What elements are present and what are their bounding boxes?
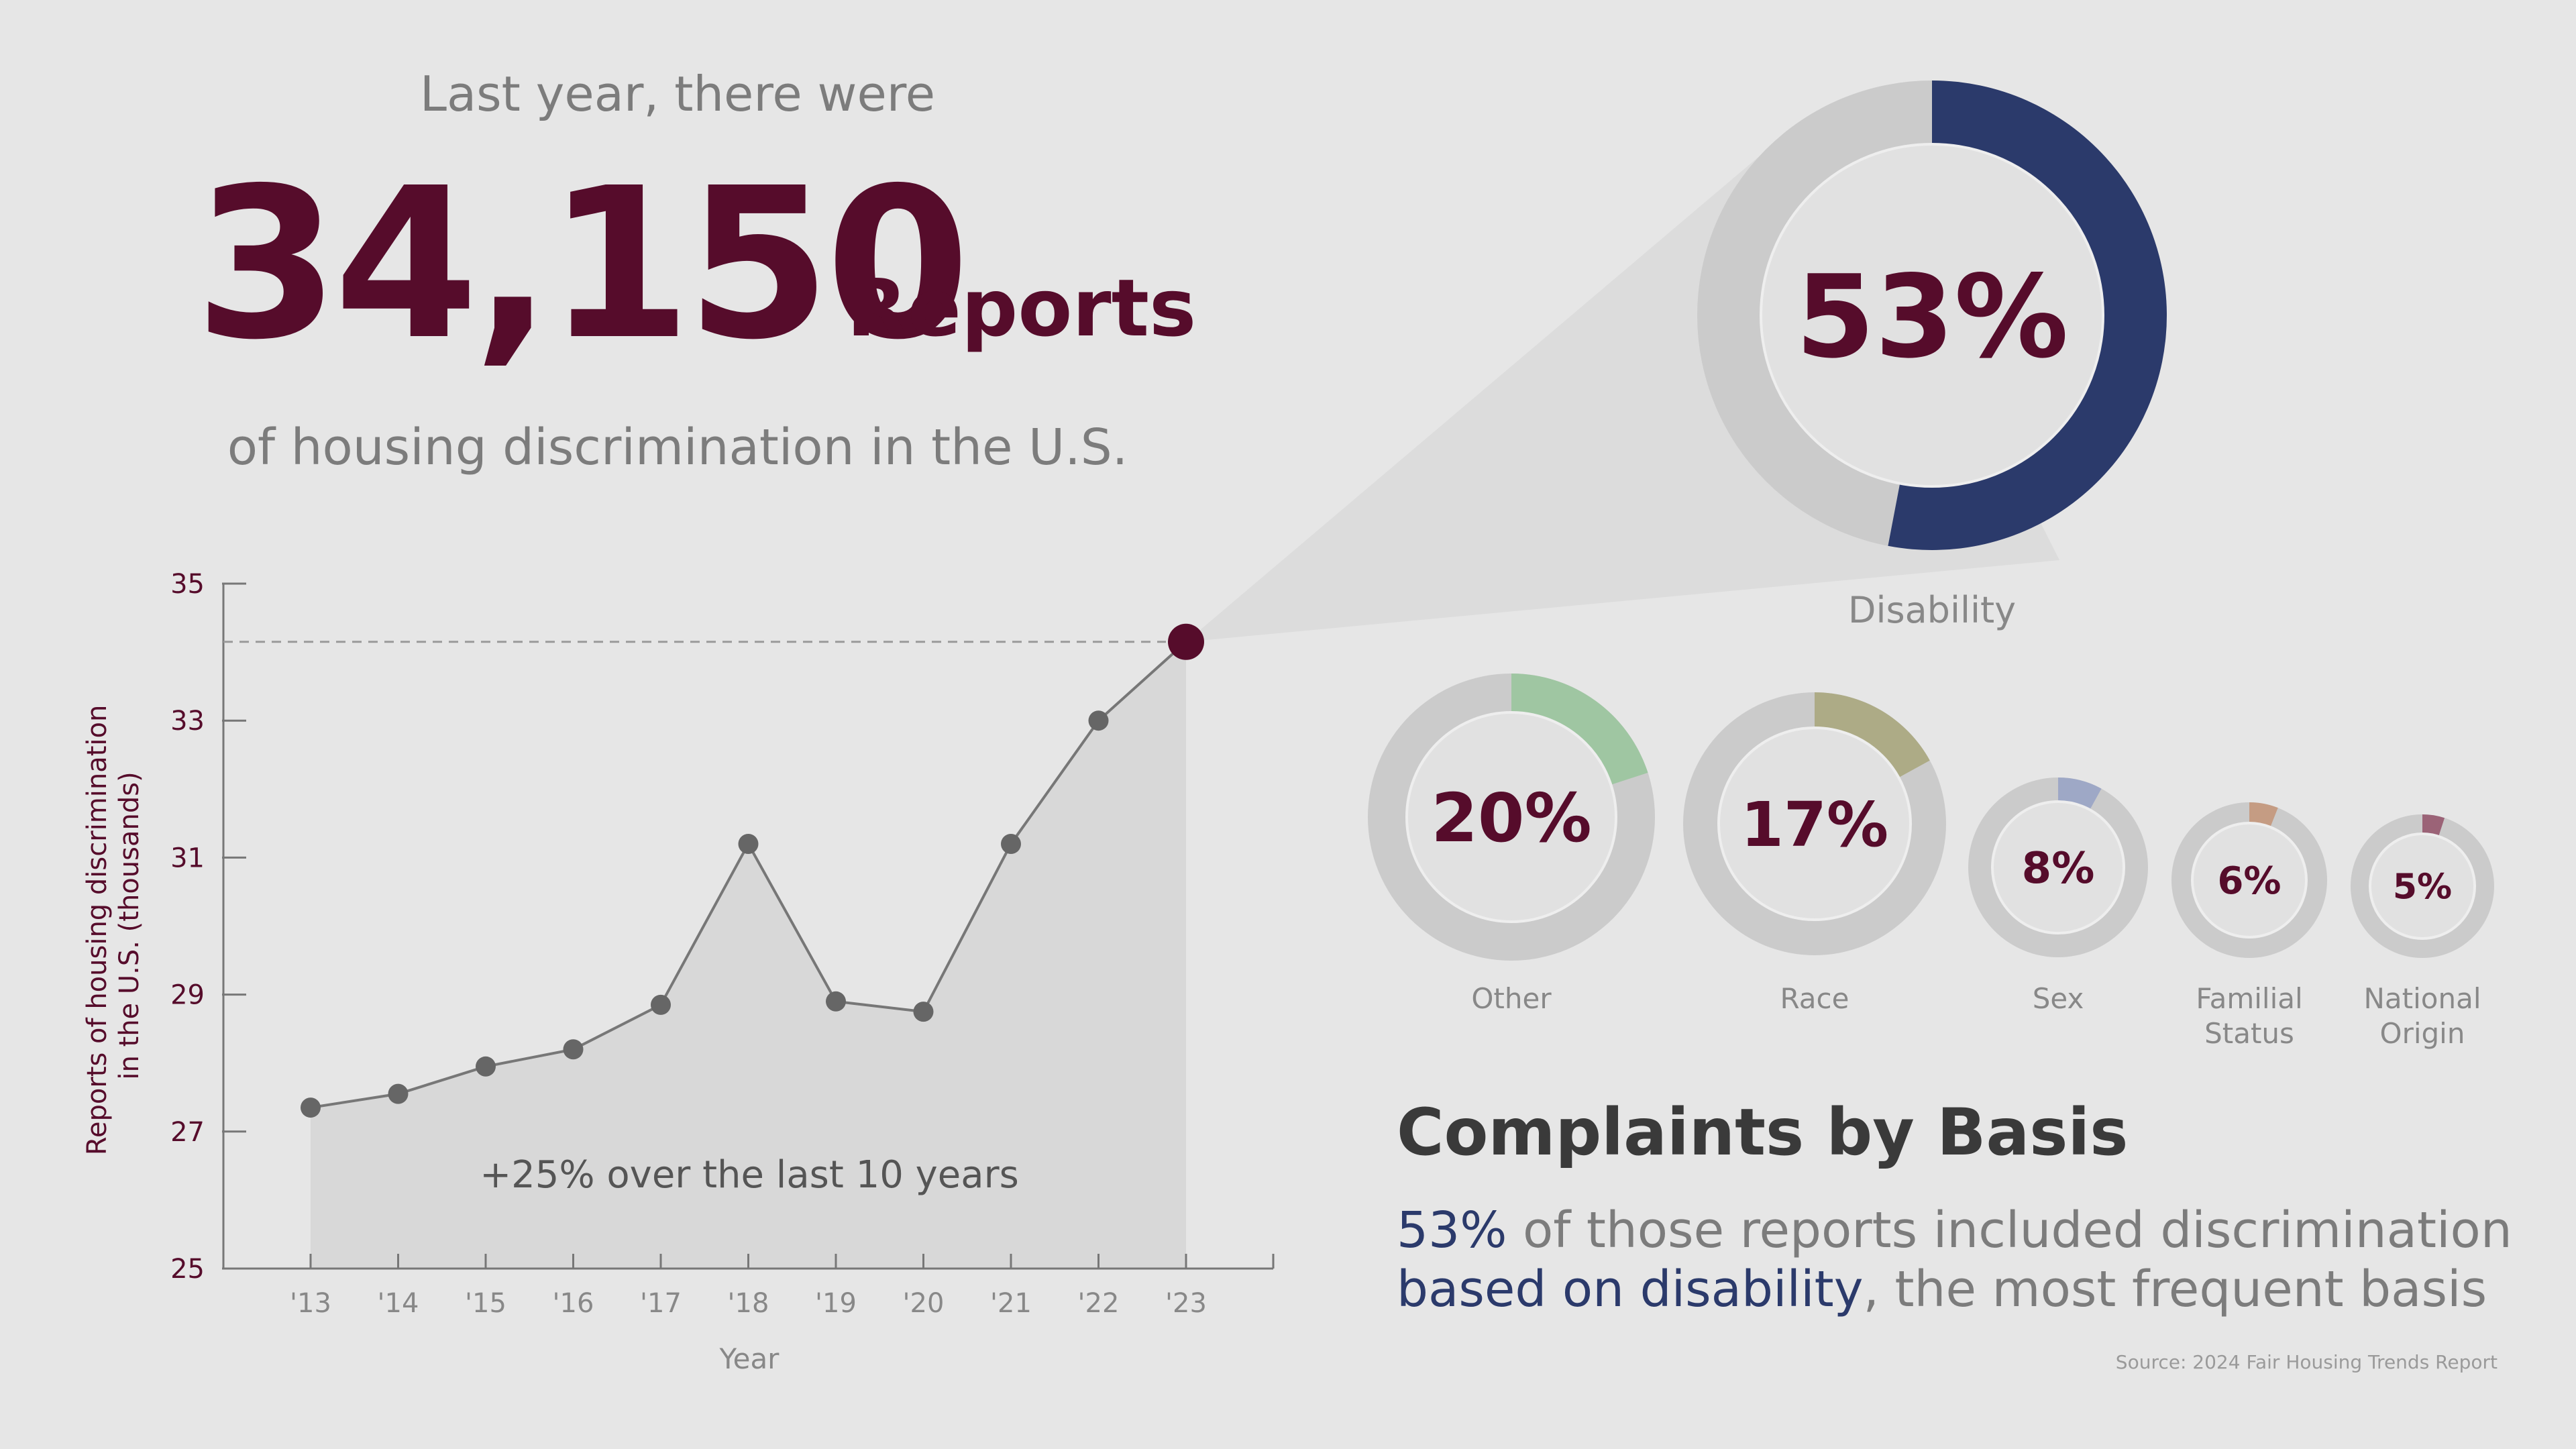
summary-highlight: based on disability [1397,1260,1864,1318]
y-tick-label: 25 [170,1254,205,1285]
donut-race: 17% Race [1683,692,1946,1015]
donut-value-label: 8% [2022,844,2095,894]
x-tick-label: '16 [553,1288,594,1319]
x-tick-label: '21 [990,1288,1032,1319]
donut-caption: Origin [2380,1017,2465,1050]
y-axis-label: Reports of housing discrimination in the… [82,696,145,1155]
donut-hole [1760,143,2104,488]
donut-caption: Sex [2033,982,2084,1015]
x-tick-label: '18 [728,1288,769,1319]
donut-segment [1815,692,1930,778]
donut-hole [2369,833,2476,940]
data-point [1001,833,1021,854]
donut-hole [1405,711,1617,923]
donut-caption: Disability [1848,589,2016,631]
donut-value-label: 20% [1431,779,1591,857]
y-tick-label: 29 [170,980,205,1011]
x-tick-label: '14 [378,1288,419,1319]
data-point [563,1039,584,1060]
donut-charts: 53% Disability 20% Other 17% Race 8% Sex 6% Famil… [1368,80,2494,1050]
donut-other: 20% Other [1368,674,1655,1015]
donut-value-label: 53% [1796,251,2069,384]
donut-segment [2249,802,2278,827]
donut-disability: 53% Disability [1697,80,2167,631]
highlight-point [1168,623,1204,660]
x-tick-label: '17 [640,1288,682,1319]
donut-hole [2191,822,2308,938]
donut-caption: Race [1780,982,1849,1015]
x-tick-label: '13 [290,1288,331,1319]
x-tick-label: '22 [1078,1288,1120,1319]
data-point [301,1097,321,1118]
donut-caption: Status [2204,1017,2294,1050]
y-tick-label: 27 [170,1117,205,1148]
summary-text-a: of those reports included discrimination [1507,1201,2512,1259]
donut-caption: Familial [2196,982,2302,1015]
donut-hole [1991,800,2125,934]
line-chart-area [311,641,1186,1269]
x-tick-label: '15 [465,1288,506,1319]
headline-subline: of housing discrimination in the U.S. [227,419,1128,476]
donut-caption: Other [1471,982,1552,1015]
y-tick-label: 35 [170,569,205,600]
donut-value-label: 17% [1741,789,1888,861]
data-point [738,833,759,854]
donut-sex: 8% Sex [1968,777,2148,1015]
intro-text: Last year, there were [419,66,936,122]
donut-segment [1888,80,2167,550]
donut-value-label: 6% [2217,859,2281,903]
summary-text-b: , the most frequent basis [1863,1260,2487,1318]
x-tick-label: '20 [903,1288,945,1319]
chart-annotation: +25% over the last 10 years [480,1153,1019,1197]
data-point [476,1056,496,1077]
headline-number: 34,150 [195,144,970,386]
data-point [651,994,671,1015]
line-chart: 25 27 29 31 33 35 '13 '14 '15 '16 '17 '18 '19 '20 '21… [82,569,1275,1375]
x-axis-label: Year [719,1342,780,1375]
donut-segment [2422,814,2445,837]
y-tick-label: 33 [170,706,205,737]
donut-caption: National [2363,982,2481,1015]
donut-hole [1717,727,1912,921]
source-note: Source: 2024 Fair Housing Trends Report [2115,1351,2498,1373]
y-axis-label-line2: in the U.S. (thousands) [114,771,145,1079]
data-point [388,1083,409,1104]
donut-value-label: 5% [2393,867,2452,908]
headline-unit: Reports [847,262,1197,354]
y-axis-label-line1: Reports of housing discrimination [82,705,113,1155]
x-tick-label: '23 [1165,1288,1207,1319]
data-point [913,1002,934,1022]
section-heading: Complaints by Basis [1397,1095,2129,1170]
x-tick-label: '19 [815,1288,857,1319]
summary-pct: 53% [1397,1201,1507,1259]
data-point [826,991,846,1012]
data-point [1088,710,1109,731]
y-tick-label: 31 [170,843,205,873]
donut-segment [1511,674,1648,785]
summary-text: 53% of those reports included discrimina… [1397,1201,2512,1319]
